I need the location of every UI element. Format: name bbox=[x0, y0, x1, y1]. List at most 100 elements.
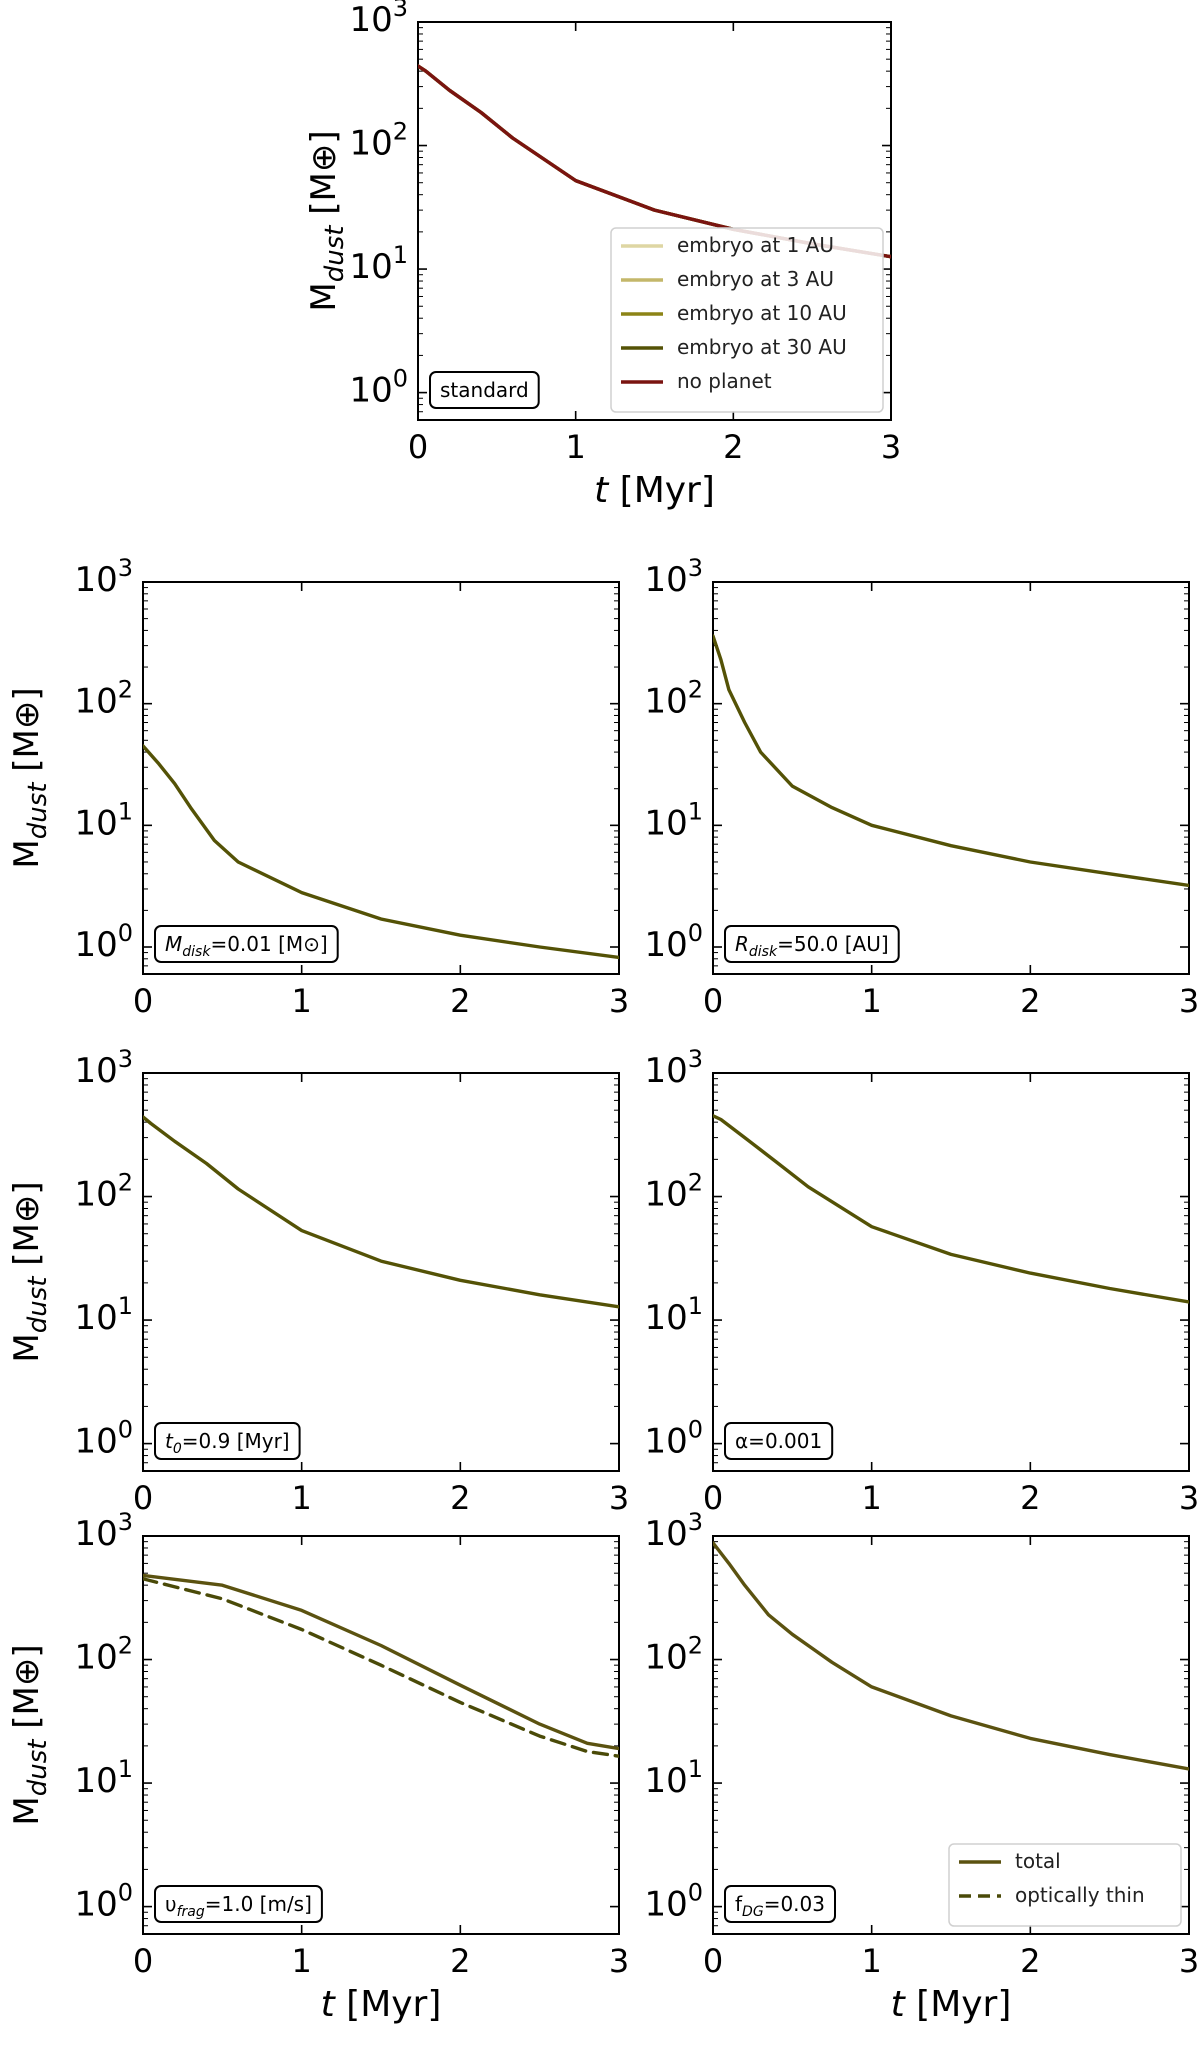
legend-label: no planet bbox=[677, 369, 772, 393]
y-tick-label: 103 bbox=[644, 554, 703, 600]
x-tick-label: 3 bbox=[609, 982, 629, 1020]
x-tick-label: 1 bbox=[861, 982, 881, 1020]
y-label-main: M bbox=[7, 839, 47, 868]
annotation-text-sub: disk bbox=[182, 944, 211, 960]
x-label-unit: [Myr] bbox=[905, 1984, 1012, 2025]
y-tick-base: 10 bbox=[74, 803, 117, 843]
x-tick-label: 1 bbox=[861, 1479, 881, 1517]
y-tick-exp: 0 bbox=[688, 1416, 703, 1444]
y-tick-base: 10 bbox=[644, 1885, 687, 1925]
annotation-box: Rdisk=50.0 [AU] bbox=[724, 925, 900, 963]
y-tick-exp: 3 bbox=[393, 0, 408, 22]
x-label-var: t bbox=[594, 470, 610, 511]
y-tick-exp: 0 bbox=[118, 919, 133, 947]
y-tick-base: 10 bbox=[644, 1638, 687, 1678]
y-tick-exp: 0 bbox=[688, 1879, 703, 1907]
y-tick-exp: 2 bbox=[688, 1169, 703, 1197]
x-tick-label: 0 bbox=[133, 1942, 153, 1980]
y-tick-label: 100 bbox=[74, 1416, 133, 1462]
y-tick-exp: 1 bbox=[118, 1292, 133, 1320]
y-tick-exp: 1 bbox=[118, 1755, 133, 1783]
y-tick-base: 10 bbox=[644, 682, 687, 722]
y-tick-exp: 1 bbox=[118, 797, 133, 825]
y-tick-base: 10 bbox=[74, 1761, 117, 1801]
axes-frame bbox=[712, 1072, 1190, 1472]
annotation-text-main: f bbox=[735, 1892, 743, 1916]
x-tick-label: 2 bbox=[450, 1479, 470, 1517]
y-tick-label: 101 bbox=[74, 797, 133, 843]
y-tick-label: 103 bbox=[349, 0, 408, 40]
y-tick-label: 103 bbox=[74, 1045, 133, 1091]
y-tick-exp: 3 bbox=[118, 554, 133, 582]
annotation-frame bbox=[154, 925, 339, 963]
annotation-box: υfrag=1.0 [m/s] bbox=[154, 1885, 323, 1923]
annotation-frame bbox=[724, 1422, 834, 1460]
series-line-total bbox=[713, 1541, 1189, 1771]
x-tick-label: 1 bbox=[291, 982, 311, 1020]
x-label-var: t bbox=[891, 1984, 907, 2025]
annotation-box: t0=0.9 [Myr] bbox=[154, 1422, 301, 1460]
y-tick-base: 10 bbox=[644, 1175, 687, 1215]
y-label-rest: [M⊕] bbox=[304, 130, 344, 225]
x-label-unit: [Myr] bbox=[335, 1984, 442, 2025]
y-tick-base: 10 bbox=[644, 1761, 687, 1801]
y-axis-label: Mdust [M⊕] bbox=[7, 1181, 53, 1362]
annotation-text: t0=0.9 [Myr] bbox=[165, 1429, 290, 1457]
y-tick-base: 10 bbox=[644, 1051, 687, 1091]
y-tick-base: 10 bbox=[74, 1514, 117, 1554]
legend-label: optically thin bbox=[1015, 1883, 1145, 1907]
y-axis-label: Mdust [M⊕] bbox=[304, 130, 350, 311]
y-label-main: M bbox=[304, 282, 344, 311]
x-label-unit: [Myr] bbox=[608, 470, 715, 511]
y-tick-label: 101 bbox=[349, 241, 408, 287]
annotation-box: α=0.001 bbox=[724, 1422, 834, 1460]
y-label-sub: dust bbox=[23, 1276, 53, 1334]
series-line-optically-thin bbox=[143, 1577, 619, 1758]
y-tick-base: 10 bbox=[74, 1298, 117, 1338]
y-tick-base: 10 bbox=[349, 371, 392, 411]
y-tick-exp: 0 bbox=[118, 1416, 133, 1444]
y-label-main: M bbox=[7, 1796, 47, 1825]
y-tick-label: 102 bbox=[644, 1169, 703, 1215]
annotation-text-main: R bbox=[735, 932, 749, 956]
y-tick-base: 10 bbox=[644, 803, 687, 843]
legend-label: embryo at 30 AU bbox=[677, 335, 847, 359]
x-tick-label: 3 bbox=[1179, 982, 1199, 1020]
x-tick-label: 0 bbox=[703, 982, 723, 1020]
legend-label: total bbox=[1015, 1849, 1061, 1873]
x-tick-label: 0 bbox=[703, 1942, 723, 1980]
series-group bbox=[713, 1541, 1189, 1771]
y-tick-label: 102 bbox=[644, 1632, 703, 1678]
legend-label: embryo at 3 AU bbox=[677, 267, 834, 291]
annotation-text-rest: =50.0 [AU] bbox=[777, 932, 889, 956]
y-tick-label: 102 bbox=[74, 1632, 133, 1678]
annotation-text-sub: 0 bbox=[173, 1441, 182, 1457]
y-tick-exp: 2 bbox=[688, 1632, 703, 1660]
y-tick-base: 10 bbox=[74, 560, 117, 600]
y-tick-base: 10 bbox=[74, 1051, 117, 1091]
series-line-curve bbox=[143, 744, 619, 960]
annotation-text-main: M bbox=[165, 932, 182, 956]
y-tick-base: 10 bbox=[644, 1298, 687, 1338]
annotation-text-rest: =0.01 [M⊙] bbox=[210, 932, 327, 956]
x-tick-label: 3 bbox=[881, 428, 901, 466]
y-tick-exp: 2 bbox=[393, 118, 408, 146]
y-tick-base: 10 bbox=[74, 682, 117, 722]
y-tick-base: 10 bbox=[644, 925, 687, 965]
axes-frame bbox=[712, 581, 1190, 975]
x-tick-label: 3 bbox=[1179, 1479, 1199, 1517]
x-tick-label: 3 bbox=[609, 1942, 629, 1980]
y-tick-label: 102 bbox=[74, 1169, 133, 1215]
annotation-frame bbox=[154, 1422, 301, 1460]
series-group bbox=[143, 1115, 619, 1309]
y-label-sub: dust bbox=[23, 1739, 53, 1797]
annotation-text-main: t bbox=[165, 1429, 174, 1453]
x-tick-label: 2 bbox=[1020, 982, 1040, 1020]
x-tick-label: 0 bbox=[133, 1479, 153, 1517]
x-tick-label: 1 bbox=[565, 428, 585, 466]
